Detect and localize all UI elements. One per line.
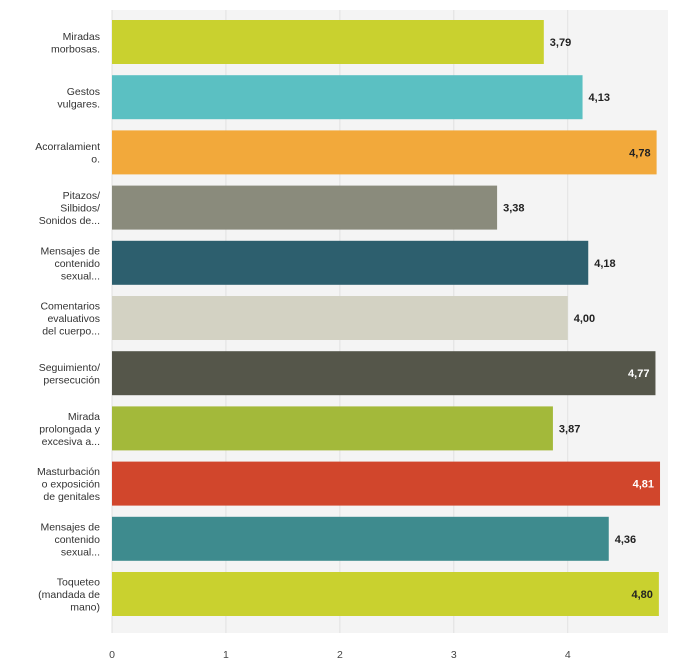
value-label: 4,81 [633, 479, 654, 491]
bar [112, 461, 661, 506]
value-label: 3,79 [550, 37, 571, 49]
category-label: Acorralamient o. [35, 141, 100, 166]
bar [112, 572, 659, 616]
x-tick-label: 4 [565, 649, 571, 661]
category-label: Masturbación o exposición de genitales [37, 466, 100, 503]
category-label: Gestos vulgares. [57, 86, 100, 111]
x-tick-label: 3 [451, 649, 457, 661]
value-label: 3,87 [559, 423, 580, 435]
value-label: 4,13 [589, 92, 610, 104]
bar [112, 406, 553, 451]
bar [112, 516, 609, 561]
value-labels: 3,79 4,13 4,78 3,38 4,18 4,00 4,77 3,87 4,81 4,36… [503, 37, 654, 601]
x-tick-label: 1 [223, 649, 229, 661]
bar [112, 240, 589, 285]
bar [112, 20, 544, 64]
category-label: Mirada prolongada y excesiva a... [39, 411, 100, 448]
value-label: 4,80 [631, 589, 652, 601]
category-label: Mensajes de contenido sexual... [40, 245, 100, 282]
category-label: Mensajes de contenido sexual... [40, 521, 100, 558]
category-label: Pitazos/Silbidos/Sonidos de... [39, 190, 100, 227]
value-label: 4,36 [615, 534, 636, 546]
x-axis-ticks: 0 1 2 3 4 [109, 649, 571, 661]
bars [112, 20, 661, 616]
x-tick-label: 0 [109, 649, 115, 661]
value-label: 4,78 [629, 147, 650, 159]
bar [112, 296, 568, 340]
bar [112, 130, 657, 175]
category-labels: Miradas morbosas. Gestos vulgares. Acorralam… [35, 31, 101, 614]
bar [112, 351, 656, 396]
value-label: 4,00 [574, 313, 595, 325]
value-label: 4,18 [594, 258, 615, 270]
category-label: Toqueteo (mandada de mano) [38, 577, 100, 614]
bar [112, 75, 583, 120]
category-label: Comentarios evaluativos del cuerpo... [40, 301, 100, 338]
category-label: Miradas morbosas. [51, 31, 100, 56]
bar [112, 185, 498, 230]
x-tick-label: 2 [337, 649, 343, 661]
category-label: Seguimiento/persecución [39, 362, 100, 387]
value-label: 3,38 [503, 203, 524, 215]
value-label: 4,77 [628, 368, 649, 380]
